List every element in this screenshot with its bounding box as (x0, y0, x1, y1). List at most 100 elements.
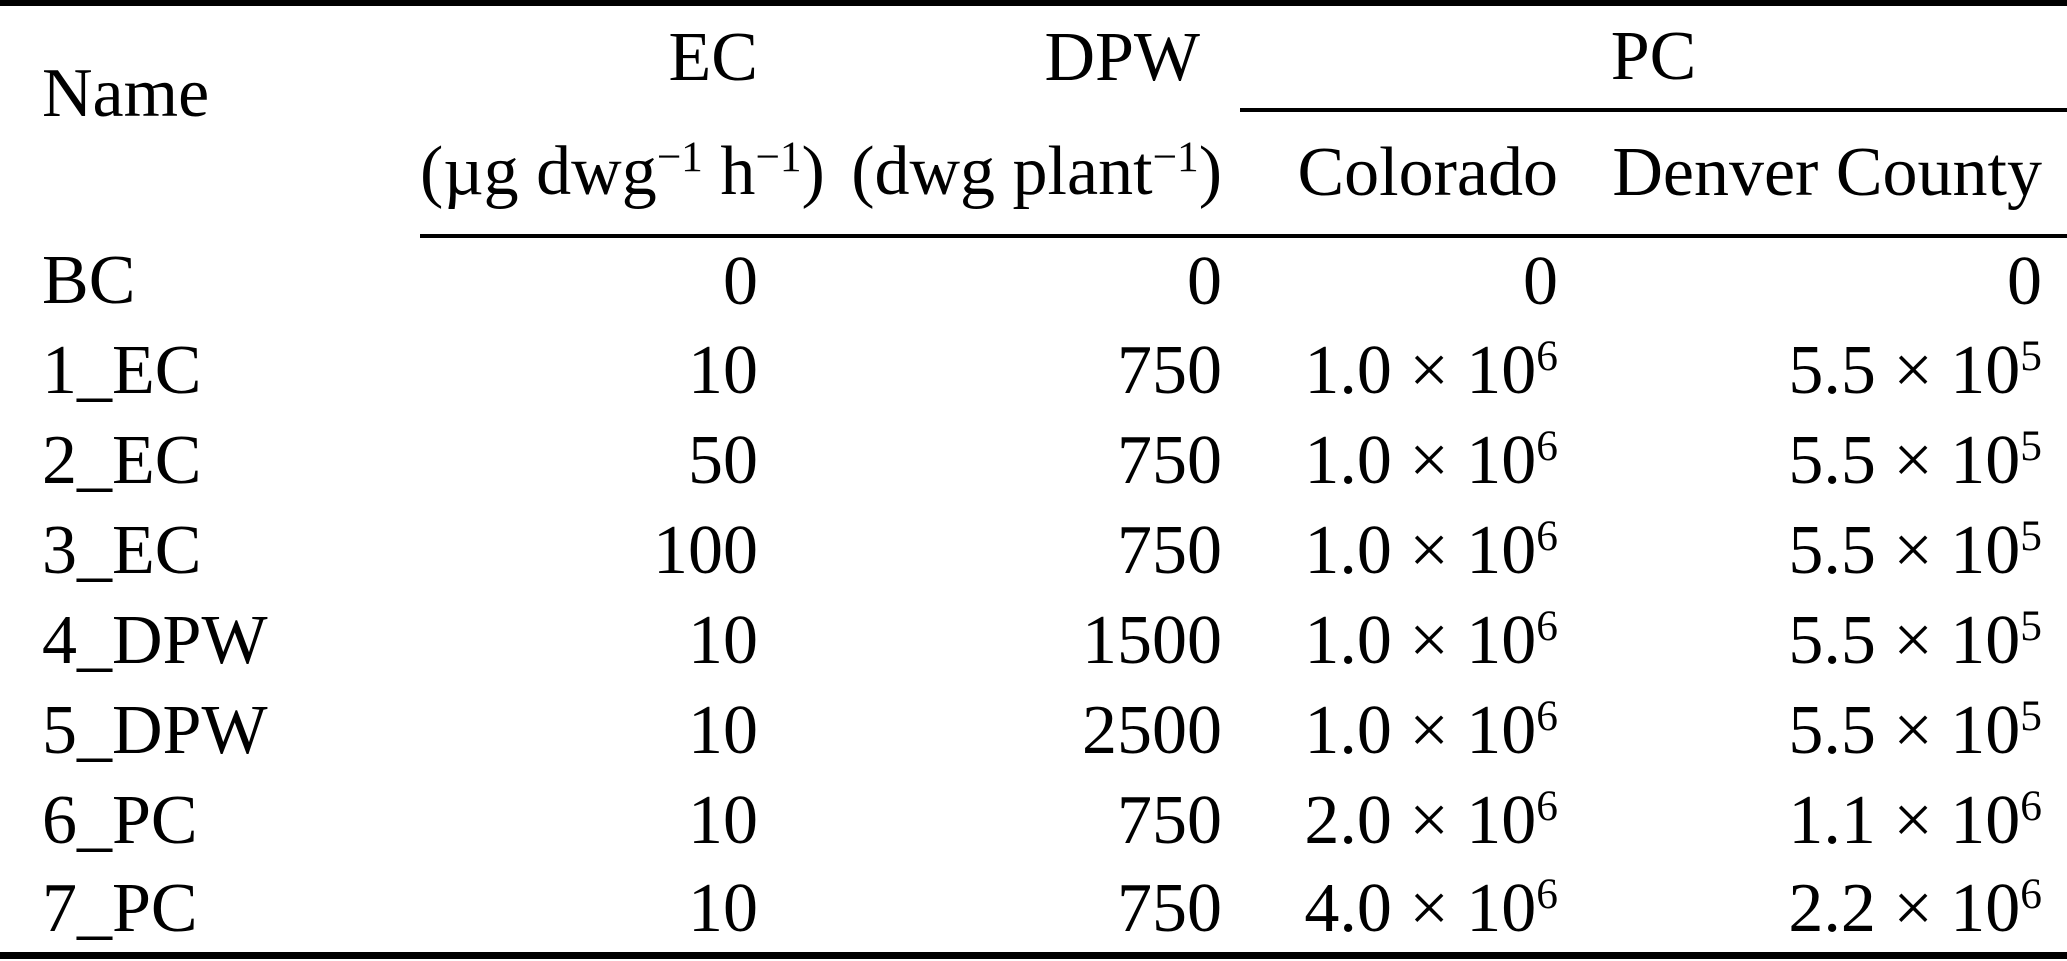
table-row-6-pc: 6_PC 10 750 2.0 × 106 1.1 × 106 (0, 776, 2067, 866)
table-row-7-pc: 7_PC 10 750 4.0 × 106 2.2 × 106 (0, 866, 2067, 956)
pc-denver-value: 2.2 × 106 (1575, 866, 2067, 956)
ec-value: 10 (688, 781, 758, 859)
dpw-value: 2500 (1082, 691, 1222, 769)
unit-exponent: −1 (755, 133, 802, 182)
value-exponent: 6 (1536, 332, 1558, 381)
pc-denver-value: 1.1 × 106 (1575, 776, 2067, 866)
table-row-3-ec: 3_EC 100 750 1.0 × 106 5.5 × 105 (0, 506, 2067, 596)
unit-exponent: −1 (656, 133, 703, 182)
pc-colorado-value: 1.0 × 106 (1240, 596, 1575, 686)
pc-colorado-value: 2.0 × 106 (1240, 776, 1575, 866)
dpw-value: 1500 (1082, 601, 1222, 679)
value-exponent: 6 (1536, 870, 1558, 919)
pc-colorado-value: 4.0 × 106 (1240, 866, 1575, 956)
pc-denver-value: 0 (1575, 236, 2067, 326)
col-group-header-pc: PC (1240, 3, 2067, 112)
row-name: 5_DPW (42, 691, 268, 769)
value-base: 5.5 × 10 (1788, 511, 2021, 589)
value-exponent: 6 (1536, 692, 1558, 741)
ec-value: 10 (688, 691, 758, 769)
col-header-dpw: DPW (1044, 19, 1200, 96)
table-row-4-dpw: 4_DPW 10 1500 1.0 × 106 5.5 × 105 (0, 596, 2067, 686)
row-name: 1_EC (42, 331, 202, 409)
dpw-value: 750 (1117, 781, 1222, 859)
value-exponent: 6 (2020, 782, 2042, 831)
col-header-ec: EC (668, 19, 758, 96)
value-base: 2.0 × 10 (1304, 781, 1537, 859)
value-base: 1.1 × 10 (1788, 781, 2021, 859)
ec-value: 10 (688, 601, 758, 679)
row-name: 7_PC (42, 869, 198, 947)
value-base: 1.0 × 10 (1304, 601, 1537, 679)
pc-colorado-value: 1.0 × 106 (1240, 416, 1575, 506)
row-name: 6_PC (42, 781, 198, 859)
table-row-5-dpw: 5_DPW 10 2500 1.0 × 106 5.5 × 105 (0, 686, 2067, 776)
value-exponent: 6 (1536, 512, 1558, 561)
row-name: 2_EC (42, 421, 202, 499)
ec-value: 10 (688, 331, 758, 409)
value-base: 5.5 × 10 (1788, 601, 2021, 679)
dpw-value: 750 (1117, 421, 1222, 499)
value-base: 5.5 × 10 (1788, 421, 2021, 499)
value-base: 0 (2007, 242, 2042, 320)
value-base: 1.0 × 10 (1304, 691, 1537, 769)
col-unit-dpw: (dwg plant−1) (775, 110, 1240, 238)
header-row-units: (µg dwg−1 h−1) (dwg plant−1) Colorado De… (0, 110, 2067, 238)
table-header: Name EC DPW PC (µg dwg−1 h−1) (dwg plant… (0, 3, 2067, 238)
value-base: 1.0 × 10 (1304, 331, 1537, 409)
row-name: 4_DPW (42, 601, 268, 679)
unit-text: ) (1198, 133, 1222, 210)
table-row-2-ec: 2_EC 50 750 1.0 × 106 5.5 × 105 (0, 416, 2067, 506)
unit-text: (dwg plant (851, 133, 1153, 210)
value-exponent: 5 (2020, 602, 2042, 651)
pc-colorado-value: 1.0 × 106 (1240, 506, 1575, 596)
value-base: 1.0 × 10 (1304, 421, 1537, 499)
value-exponent: 5 (2020, 692, 2042, 741)
table-body: BC 0 0 0 0 1_EC 10 750 1.0 × 106 5.5 × 1… (0, 236, 2067, 956)
value-base: 1.0 × 10 (1304, 511, 1537, 589)
ec-value: 100 (653, 511, 758, 589)
unit-text: ) (801, 133, 825, 210)
pc-colorado-value: 0 (1240, 236, 1575, 326)
row-name: BC (42, 241, 136, 319)
table-row-1-ec: 1_EC 10 750 1.0 × 106 5.5 × 105 (0, 326, 2067, 416)
col-header-name: Name (42, 54, 210, 132)
ec-value: 0 (723, 242, 758, 320)
value-exponent: 6 (2020, 870, 2042, 919)
col-header-pc-denver: Denver County (1575, 110, 2067, 238)
dpw-value: 0 (1187, 242, 1222, 320)
ec-value: 50 (688, 421, 758, 499)
pc-denver-value: 5.5 × 105 (1575, 686, 2067, 776)
header-row-labels: Name EC DPW PC (0, 3, 2067, 128)
table-row-bc: BC 0 0 0 0 (0, 236, 2067, 326)
value-exponent: 6 (1536, 602, 1558, 651)
value-base: 4.0 × 10 (1304, 869, 1537, 947)
dpw-value: 750 (1117, 511, 1222, 589)
col-header-pc-colorado: Colorado (1240, 110, 1575, 238)
unit-text: h (702, 133, 756, 210)
value-base: 0 (1523, 242, 1558, 320)
unit-exponent: −1 (1152, 133, 1199, 182)
value-base: 5.5 × 10 (1788, 331, 2021, 409)
pc-denver-value: 5.5 × 105 (1575, 506, 2067, 596)
col-unit-ec: (µg dwg−1 h−1) (420, 110, 825, 238)
value-exponent: 6 (1536, 782, 1558, 831)
pc-denver-value: 5.5 × 105 (1575, 596, 2067, 686)
pc-denver-value: 5.5 × 105 (1575, 326, 2067, 416)
value-exponent: 5 (2020, 512, 2042, 561)
row-name: 3_EC (42, 511, 202, 589)
dpw-value: 750 (1117, 331, 1222, 409)
unit-text: (µg dwg (420, 133, 657, 210)
ec-value: 10 (688, 869, 758, 947)
value-base: 5.5 × 10 (1788, 691, 2021, 769)
value-exponent: 5 (2020, 422, 2042, 471)
pc-denver-value: 5.5 × 105 (1575, 416, 2067, 506)
pc-colorado-value: 1.0 × 106 (1240, 686, 1575, 776)
value-base: 2.2 × 10 (1788, 869, 2021, 947)
value-exponent: 6 (1536, 422, 1558, 471)
dpw-value: 750 (1117, 869, 1222, 947)
pc-colorado-value: 1.0 × 106 (1240, 326, 1575, 416)
value-exponent: 5 (2020, 332, 2042, 381)
